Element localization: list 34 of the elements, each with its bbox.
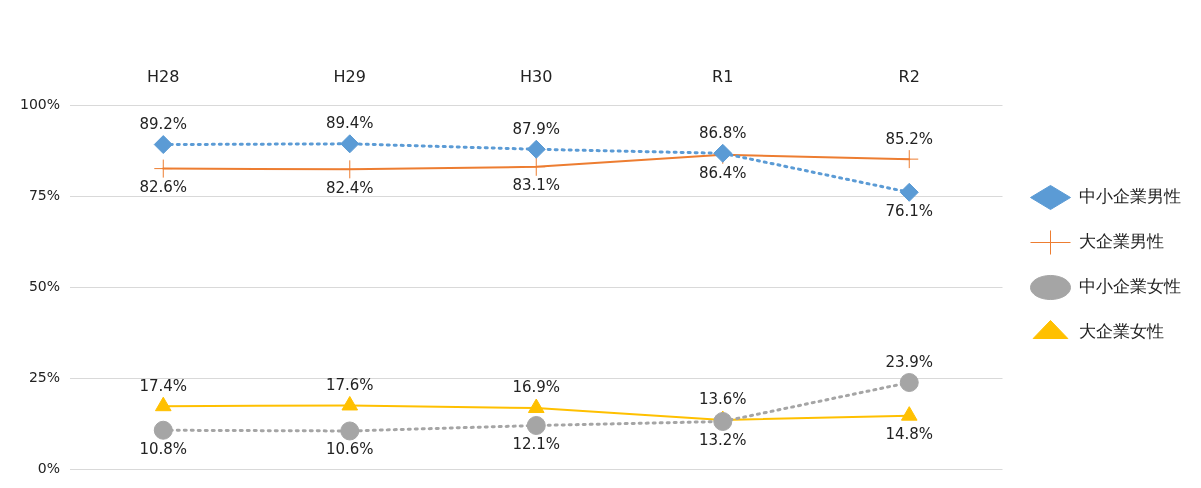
x-tick-label: R1 [712, 66, 734, 86]
y-tick-label: 50% [28, 278, 61, 295]
data-label: 82.4% [325, 178, 374, 197]
x-tick-label: H30 [520, 66, 553, 86]
y-tick-label: 25% [28, 369, 61, 386]
data-label: 87.9% [512, 119, 561, 138]
data-label: 86.8% [698, 123, 747, 142]
data-label: 23.9% [885, 352, 934, 371]
data-label: 89.4% [325, 114, 374, 133]
legend-label: 中小企業男性 [1079, 185, 1181, 206]
legend-label: 大企業男性 [1079, 230, 1164, 251]
data-label: 89.2% [139, 114, 188, 133]
legend-label: 中小企業女性 [1079, 275, 1181, 296]
data-label: 10.6% [325, 440, 374, 459]
x-tick-label: H29 [333, 66, 366, 86]
data-label: 76.1% [885, 201, 934, 220]
legend-label: 大企業女性 [1079, 320, 1164, 341]
data-label: 10.8% [139, 439, 188, 458]
data-label: 85.2% [885, 129, 934, 148]
data-label: 17.4% [139, 376, 188, 395]
data-label: 82.6% [139, 178, 188, 196]
data-label: 86.4% [698, 164, 747, 183]
data-label: 16.9% [512, 378, 561, 397]
x-tick-label: R2 [898, 66, 920, 86]
y-tick-label: 0% [37, 460, 61, 477]
data-label: 12.1% [512, 434, 561, 453]
data-label: 14.8% [885, 425, 934, 444]
y-tick-label: 100% [19, 95, 61, 112]
data-label: 13.6% [698, 390, 747, 409]
y-tick-label: 75% [28, 186, 61, 203]
data-label: 13.2% [698, 430, 747, 449]
data-label: 17.6% [325, 375, 374, 394]
x-tick-label: H28 [147, 66, 180, 86]
data-label: 83.1% [512, 176, 561, 195]
